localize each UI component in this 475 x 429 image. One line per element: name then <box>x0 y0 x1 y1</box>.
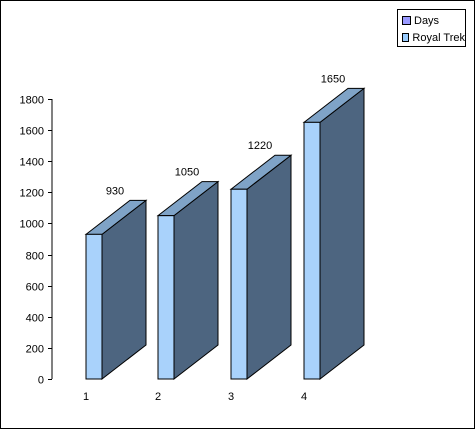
bar-side <box>319 87 365 381</box>
y-tick-label: 1400 <box>20 157 44 169</box>
y-tick-label: 600 <box>26 282 44 294</box>
data-label: 1220 <box>248 140 272 152</box>
data-label: 1050 <box>175 167 199 179</box>
x-tick-label: 2 <box>155 391 161 403</box>
x-tick-label: 3 <box>228 391 234 403</box>
y-tick-label: 1200 <box>20 188 44 200</box>
legend-label-days: Days <box>414 14 440 27</box>
legend-item-royal-trek: Royal Trek <box>402 29 465 46</box>
y-tick-label: 1800 <box>20 95 44 107</box>
data-label: 1650 <box>321 73 345 85</box>
bar-side <box>173 180 219 381</box>
legend-item-days: Days <box>402 12 465 29</box>
x-tick-label: 1 <box>83 391 89 403</box>
legend-swatch-days <box>402 16 411 25</box>
legend-swatch-royal-trek <box>402 33 410 42</box>
bar <box>303 121 321 380</box>
bar-side <box>246 154 292 381</box>
y-tick-label: 1000 <box>20 219 44 231</box>
x-tick-label: 4 <box>301 391 307 403</box>
legend: Days Royal Trek <box>397 9 466 47</box>
bar <box>157 215 175 380</box>
bar <box>230 188 248 380</box>
y-tick-label: 800 <box>26 251 44 263</box>
data-label: 930 <box>106 185 124 197</box>
bar <box>85 233 103 380</box>
y-tick-label: 400 <box>26 313 44 325</box>
y-tick-label: 200 <box>26 344 44 356</box>
y-tick-label: 0 <box>38 375 44 387</box>
legend-label-royal-trek: Royal Trek <box>412 31 465 44</box>
y-tick-label: 1600 <box>20 126 44 138</box>
